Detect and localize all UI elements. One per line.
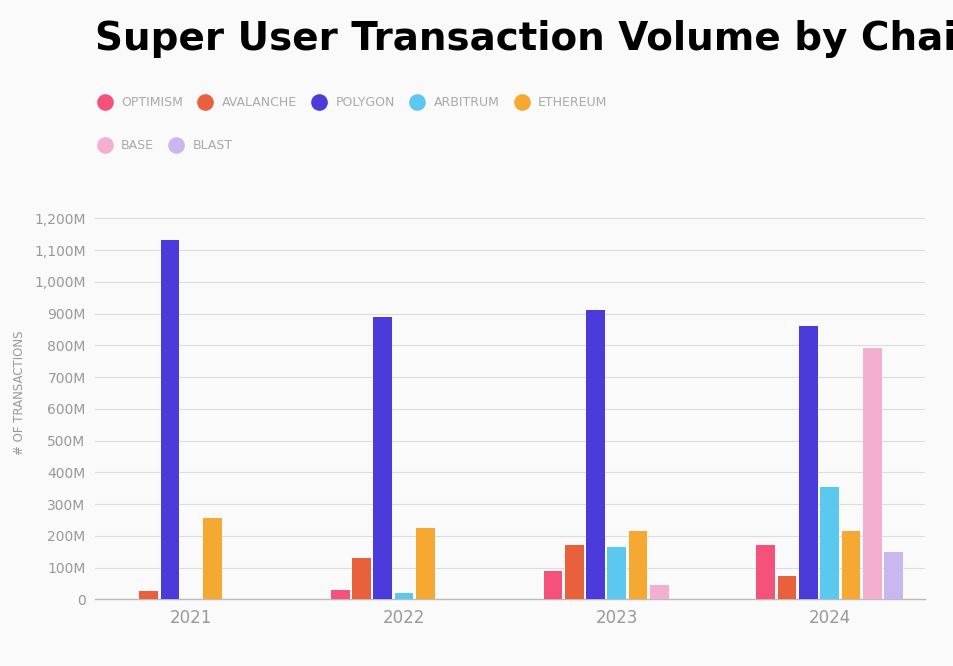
Bar [203,518,222,599]
Text: Super User Transaction Volume by Chain: Super User Transaction Volume by Chain [95,20,953,58]
Y-axis label: # OF TRANSACTIONS: # OF TRANSACTIONS [12,331,26,455]
Bar [607,547,625,599]
Bar [883,551,902,599]
Bar [352,558,371,599]
Bar [416,528,435,599]
Bar [160,240,179,599]
Bar [395,593,413,599]
Bar [862,348,881,599]
Bar [139,591,158,599]
Legend: OPTIMISM, AVALANCHE, POLYGON, ARBITRUM, ETHEREUM: OPTIMISM, AVALANCHE, POLYGON, ARBITRUM, … [92,96,607,109]
Bar [585,310,604,599]
Bar [628,531,647,599]
Bar [649,585,668,599]
Bar [820,487,838,599]
Bar [543,571,561,599]
Bar [373,317,392,599]
Bar [331,590,349,599]
Bar [798,326,817,599]
Legend: BASE, BLAST: BASE, BLAST [92,139,233,153]
Bar [777,575,796,599]
Bar [756,545,775,599]
Bar [564,545,583,599]
Bar [841,531,860,599]
